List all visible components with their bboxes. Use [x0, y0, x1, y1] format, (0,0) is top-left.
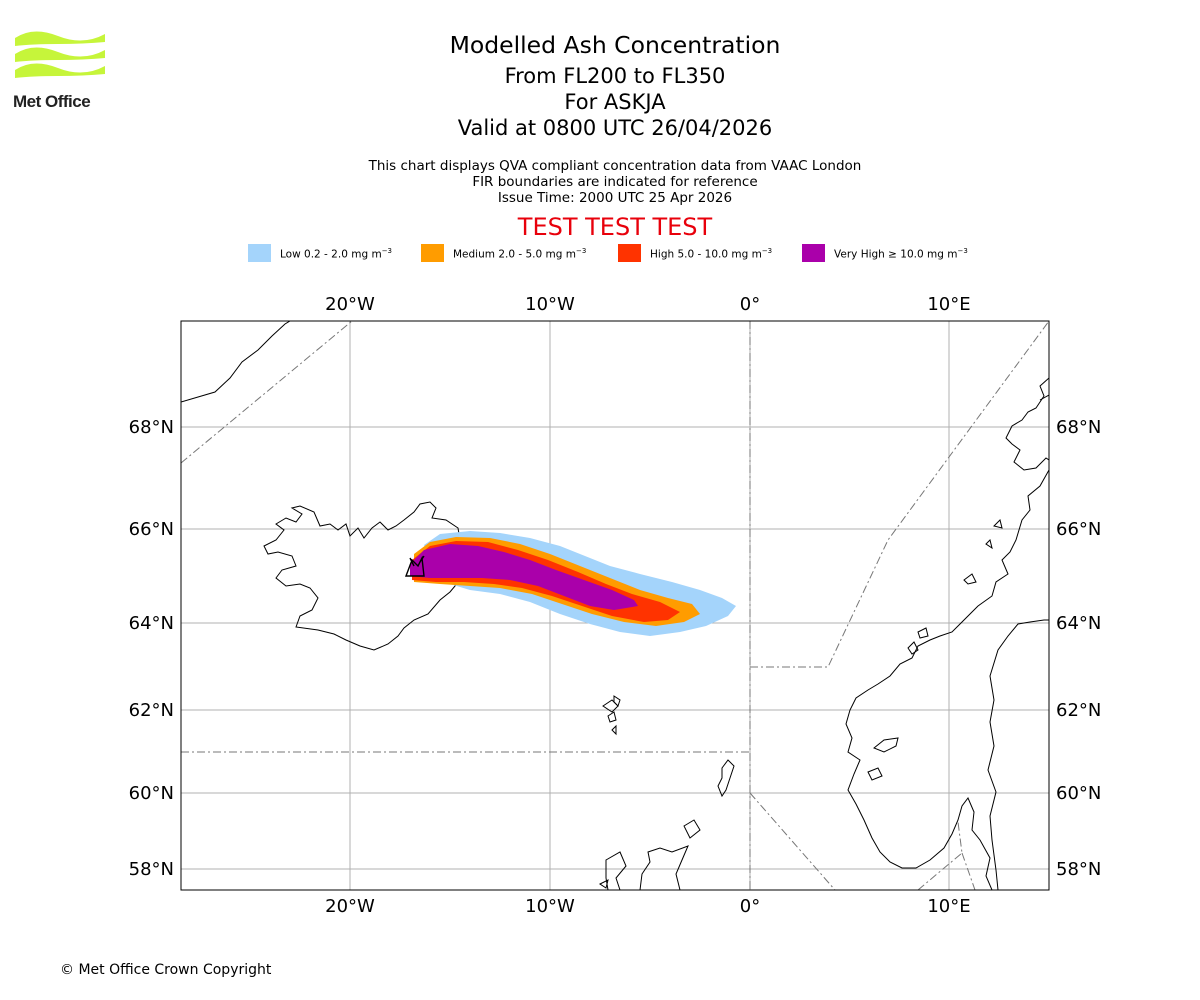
lat-label-right-60n: 60°N: [1056, 783, 1101, 804]
ash-very-high-region: [410, 544, 638, 610]
info-line-3: Issue Time: 2000 UTC 25 Apr 2026: [497, 190, 733, 206]
ash-plume: [410, 531, 736, 636]
info-line-1: This chart displays QVA compliant concen…: [368, 158, 862, 174]
lat-label-right-62n: 62°N: [1056, 700, 1101, 721]
lon-label-top-20w: 20°W: [325, 294, 375, 315]
legend-label-low: Low 0.2 - 2.0 mg m: [280, 248, 382, 261]
logo-text: Met Office: [13, 92, 91, 111]
legend-swatch-low: [248, 244, 271, 262]
lat-label-right-68n: 68°N: [1056, 417, 1101, 438]
lon-label-top-0: 0°: [740, 294, 760, 315]
met-office-waves-icon: [15, 31, 105, 78]
lat-label-left-58n: 58°N: [129, 859, 174, 880]
lat-label-left-60n: 60°N: [129, 783, 174, 804]
met-office-logo: Met Office: [13, 28, 113, 118]
lat-label-right-64n: 64°N: [1056, 613, 1101, 634]
lon-label-top-10w: 10°W: [525, 294, 575, 315]
lon-label-bottom-10e: 10°E: [927, 896, 970, 917]
lat-label-right-58n: 58°N: [1056, 859, 1101, 880]
lon-label-bottom-10w: 10°W: [525, 896, 575, 917]
legend-label-high: High 5.0 - 10.0 mg m: [650, 248, 762, 261]
legend-swatch-very-high: [802, 244, 825, 262]
volcano-name: For ASKJA: [564, 90, 666, 114]
coastlines: [181, 321, 1049, 890]
volcano-marker-icon: [404, 555, 425, 577]
lon-label-bottom-20w: 20°W: [325, 896, 375, 917]
lat-label-right-66n: 66°N: [1056, 519, 1101, 540]
lat-label-left-62n: 62°N: [129, 700, 174, 721]
legend-swatch-medium: [421, 244, 444, 262]
lat-label-left-66n: 66°N: [129, 519, 174, 540]
valid-time: Valid at 0800 UTC 26/04/2026: [457, 116, 773, 140]
lon-label-top-10e: 10°E: [927, 294, 970, 315]
flight-levels: From FL200 to FL350: [504, 64, 726, 88]
legend-label-medium: Medium 2.0 - 5.0 mg m: [453, 248, 576, 261]
lat-label-left-68n: 68°N: [129, 417, 174, 438]
fir-boundaries: [181, 321, 1049, 890]
info-line-2: FIR boundaries are indicated for referen…: [472, 174, 758, 190]
chart-title: Modelled Ash Concentration: [449, 31, 781, 59]
lon-label-bottom-0: 0°: [740, 896, 760, 917]
legend-swatch-high: [618, 244, 641, 262]
lat-label-left-64n: 64°N: [129, 613, 174, 634]
copyright-notice: © Met Office Crown Copyright: [60, 962, 272, 978]
test-banner: TEST TEST TEST: [517, 213, 713, 241]
map-frame: [180, 320, 1050, 891]
legend-label-very-high: Very High ≥ 10.0 mg m: [834, 248, 958, 261]
